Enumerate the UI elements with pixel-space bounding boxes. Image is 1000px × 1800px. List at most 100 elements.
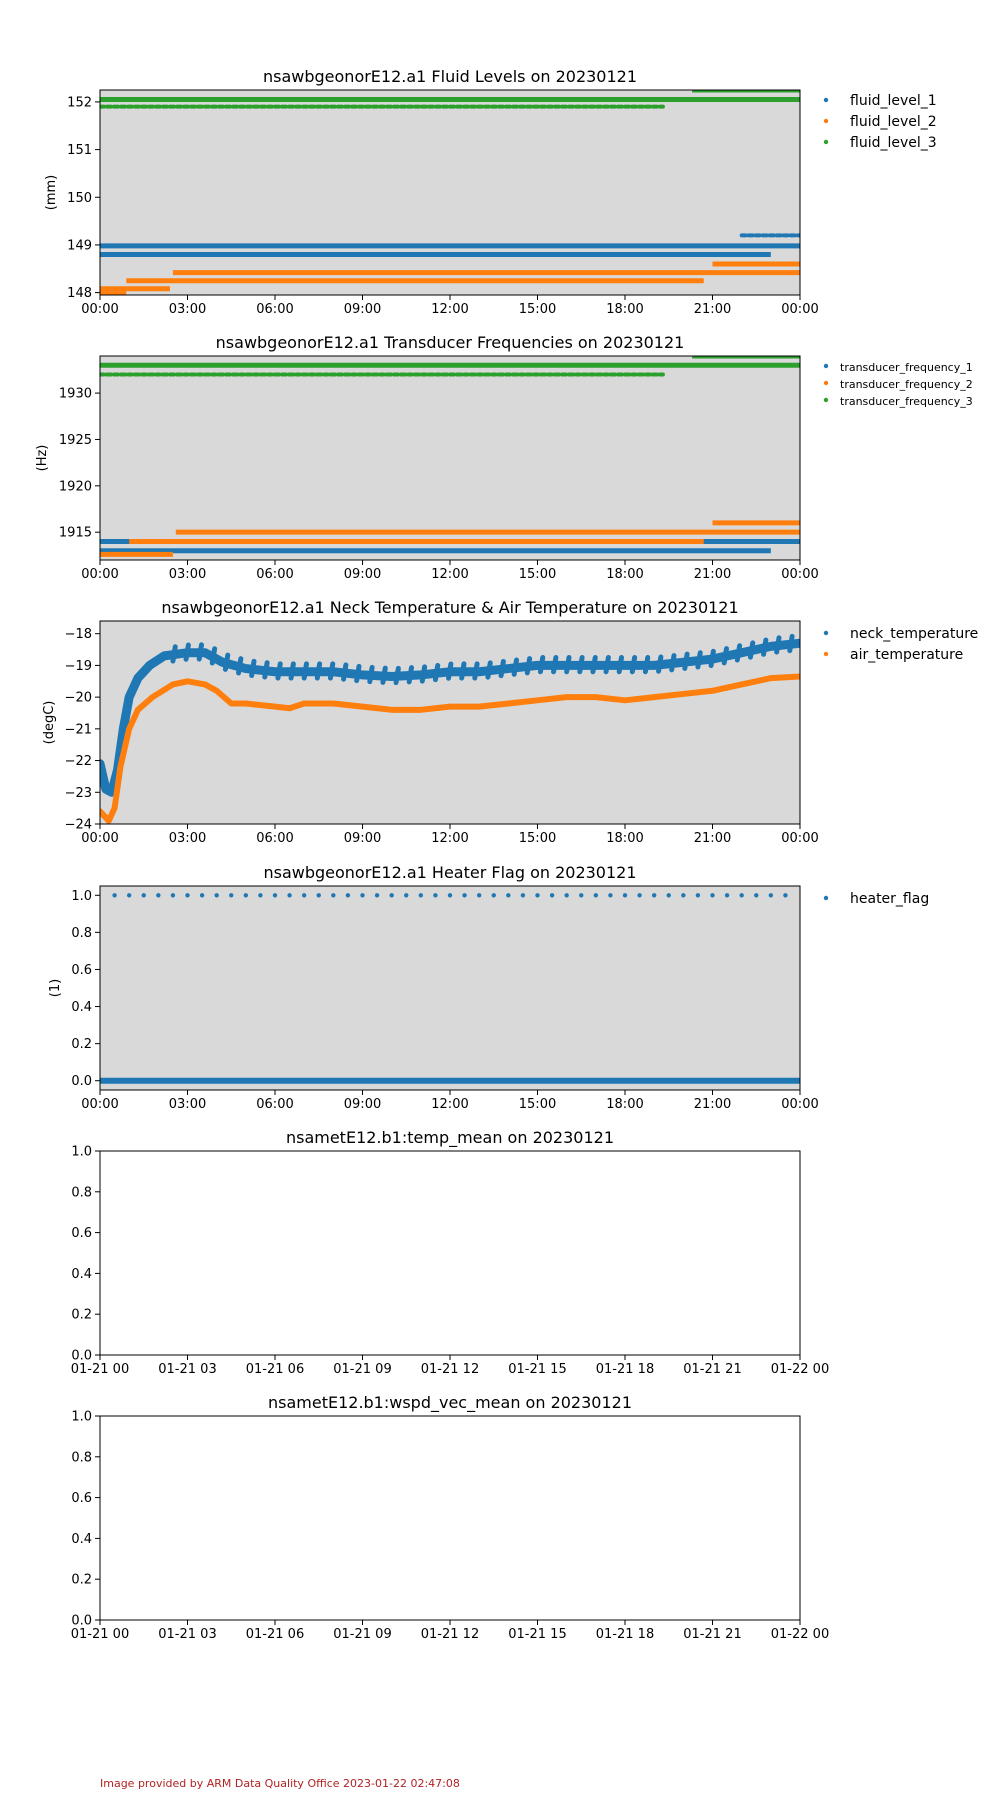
x-tick-label: 01-21 03 — [158, 1362, 216, 1377]
series-neck-temperature-spike — [774, 635, 782, 655]
y-tick-label: −22 — [65, 754, 92, 769]
series-heater-flag-point — [739, 893, 744, 898]
plot-area — [100, 1151, 800, 1355]
series-neck-temperature-spike — [682, 651, 690, 671]
x-tick-label: 15:00 — [519, 567, 556, 582]
series-neck-temperature-spike — [393, 665, 401, 686]
series-heater-flag-point — [287, 893, 292, 898]
x-tick-label: 18:00 — [606, 567, 643, 582]
series-heater-flag-point — [258, 893, 263, 898]
x-tick-label: 01-21 12 — [421, 1627, 479, 1642]
x-tick-label: 00:00 — [781, 302, 818, 317]
series-neck-temperature-spike — [669, 653, 677, 673]
series-heater-flag-point — [243, 893, 249, 898]
series-heater-flag-point — [156, 893, 161, 898]
series-neck-temperature-spike — [380, 665, 388, 685]
legend: fluid_level_1 fluid_level_2 fluid_level_3 — [823, 93, 937, 151]
legend-label: air_temperature — [850, 647, 963, 663]
x-tick-label: 03:00 — [169, 567, 206, 582]
y-tick-label: 0.8 — [71, 1450, 92, 1465]
x-tick-label: 06:00 — [256, 1097, 293, 1112]
series-neck-temperature-spike — [787, 633, 795, 654]
series-heater-flag-point — [214, 893, 219, 898]
panel-6: 01-21 00 01-21 03 01-21 06 01-21 09 01-21 12… — [71, 1393, 829, 1642]
series-heater-flag-point — [520, 893, 526, 898]
series-neck-temperature-spike — [314, 661, 323, 681]
legend-label: transducer_frequency_3 — [840, 395, 973, 408]
x-tick-label: 01-22 00 — [771, 1627, 829, 1642]
y-tick-label: 0.2 — [71, 1308, 92, 1323]
chart-title: nsawbgeonorE12.a1 Neck Temperature & Air… — [161, 598, 738, 617]
legend-marker — [823, 397, 829, 403]
series-neck-temperature-spike — [249, 658, 257, 679]
panel-4: 00:00 03:00 06:00 09:00 12:00 15:00 18:00 21:00… — [48, 863, 929, 1112]
series-air-temperature-line — [100, 673, 800, 824]
series-neck-temperature-spike — [616, 654, 624, 675]
y-tick-label: 1.0 — [71, 889, 92, 904]
x-tick-label: 01-21 21 — [683, 1627, 741, 1642]
series-heater-flag-point — [608, 893, 613, 898]
series-heater-flag-point — [374, 893, 380, 898]
legend-marker — [823, 651, 829, 657]
y-tick-label: 0.4 — [71, 1267, 92, 1282]
series-heater-flag-point — [681, 893, 686, 898]
series-heater-flag-point — [491, 893, 496, 898]
legend-marker — [823, 97, 829, 103]
x-tick-label: 01-21 00 — [71, 1362, 129, 1377]
series-neck-temperature-spike — [564, 654, 572, 675]
x-tick-label: 01-21 03 — [158, 1627, 216, 1642]
series-neck-temperature-spike — [708, 648, 716, 669]
series-neck-temperature-spike — [288, 661, 296, 681]
series-heater-flag-point — [170, 893, 176, 898]
y-tick-label: −19 — [65, 659, 92, 674]
y-axis-label: (degC) — [42, 701, 57, 745]
x-tick-label: 15:00 — [519, 1097, 556, 1112]
series-neck-temperature-spike — [551, 654, 559, 675]
series-neck-temperature-spike — [367, 664, 375, 685]
series-neck-temperature-spike — [222, 652, 231, 672]
y-tick-label: 0.0 — [71, 1349, 92, 1364]
y-tick-label: 0.6 — [71, 963, 92, 978]
y-tick-label: 0.6 — [71, 1226, 92, 1241]
series-neck-temperature-spike — [275, 661, 283, 681]
series-heater-flag-point — [579, 893, 584, 898]
legend-label: fluid_level_1 — [850, 93, 937, 109]
y-tick-label: 0.8 — [71, 926, 92, 941]
series-neck-temperature-spike — [577, 654, 585, 675]
series-heater-flag-point — [229, 893, 234, 898]
panel-3: 00:00 03:00 06:00 09:00 12:00 15:00 18:00 21:00… — [42, 598, 978, 846]
y-tick-label: −18 — [65, 627, 92, 642]
series-neck-temperature-spike — [695, 650, 703, 670]
series-neck-temperature-spike — [734, 643, 743, 663]
x-tick-label: 15:00 — [519, 302, 556, 317]
x-tick-label: 01-21 06 — [246, 1627, 304, 1642]
series-neck-temperature-spike — [537, 654, 546, 675]
series-neck-temperature-spike — [406, 665, 414, 685]
series-neck-temperature-spike — [459, 661, 467, 681]
series-heater-flag-point — [301, 893, 307, 898]
series-neck-temperature-spike — [761, 637, 769, 657]
y-tick-label: 152 — [67, 95, 92, 110]
chart-title: nsawbgeonorE12.a1 Heater Flag on 2023012… — [263, 863, 636, 882]
series-heater-flag-point — [622, 893, 628, 898]
y-axis-label: (mm) — [44, 175, 59, 210]
footer-credit: Image provided by ARM Data Quality Offic… — [100, 1777, 460, 1790]
series-heater-flag-point — [418, 893, 424, 898]
y-tick-label: 0.6 — [71, 1491, 92, 1506]
y-tick-label: −21 — [65, 722, 92, 737]
data-layer — [100, 893, 800, 1084]
series-heater-flag-point — [506, 893, 511, 898]
series-heater-flag-point — [272, 893, 278, 898]
plot-area — [100, 356, 800, 560]
series-heater-flag-point — [768, 893, 774, 898]
series-heater-flag-point — [404, 893, 409, 898]
y-tick-label: 1.0 — [71, 1145, 92, 1160]
legend-label: heater_flag — [850, 891, 929, 907]
y-tick-label: 1915 — [59, 526, 92, 541]
series-neck-temperature-spike — [446, 661, 454, 681]
legend: heater_flag — [823, 891, 929, 907]
y-tick-label: 0.2 — [71, 1037, 92, 1052]
series-neck-temperature-spike — [511, 657, 519, 677]
series-neck-temperature-spike — [642, 654, 651, 675]
x-tick-label: 12:00 — [431, 831, 468, 846]
